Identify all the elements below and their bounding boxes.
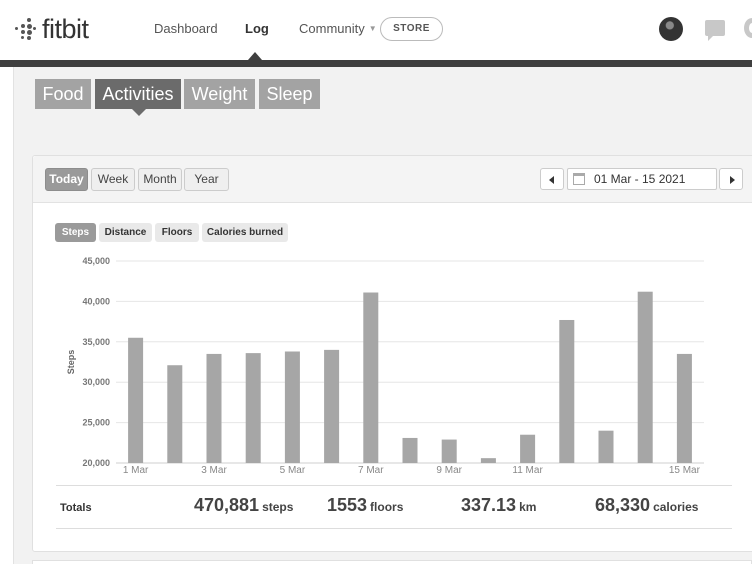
tab-food[interactable]: Food bbox=[35, 79, 91, 109]
bar bbox=[520, 434, 536, 463]
nav-dashboard[interactable]: Dashboard bbox=[154, 21, 218, 36]
y-tick-label: 20,000 bbox=[82, 458, 110, 468]
period-month-button[interactable]: Month bbox=[138, 168, 182, 191]
active-tab-indicator bbox=[131, 108, 147, 116]
x-tick-label: 15 Mar bbox=[669, 465, 701, 476]
chevron-right-icon bbox=[730, 176, 735, 184]
total-steps-value: 470,881 bbox=[194, 495, 260, 515]
bar bbox=[324, 349, 340, 463]
x-tick-label: 3 Mar bbox=[201, 465, 227, 476]
logo-text: fitbit bbox=[42, 13, 89, 44]
metric-calories-button[interactable]: Calories burned bbox=[202, 223, 288, 242]
metric-distance-button[interactable]: Distance bbox=[99, 223, 152, 242]
metric-steps-button[interactable]: Steps bbox=[55, 223, 96, 242]
totals-bottom-divider bbox=[56, 528, 732, 529]
total-calories: 68,330 calories bbox=[595, 495, 698, 516]
bar bbox=[598, 430, 614, 463]
chevron-down-icon: ▼ bbox=[368, 24, 377, 33]
tab-sleep[interactable]: Sleep bbox=[259, 79, 320, 109]
bar bbox=[402, 437, 418, 463]
x-tick-label: 11 Mar bbox=[512, 465, 543, 476]
total-distance: 337.13 km bbox=[461, 495, 536, 516]
nav-community[interactable]: Community ▼ bbox=[299, 21, 377, 36]
total-distance-unit: km bbox=[519, 500, 537, 514]
fitbit-logo[interactable]: fitbit bbox=[12, 14, 89, 44]
nav-community-label: Community bbox=[299, 21, 365, 36]
x-tick-label: 5 Mar bbox=[280, 465, 306, 476]
metric-floors-button[interactable]: Floors bbox=[155, 223, 199, 242]
top-navigation: fitbit Dashboard Log Community ▼ STORE bbox=[0, 0, 752, 60]
bar bbox=[637, 291, 653, 463]
bar bbox=[676, 353, 692, 463]
bar bbox=[167, 365, 183, 463]
total-steps-unit: steps bbox=[262, 500, 294, 514]
store-button[interactable]: STORE bbox=[380, 17, 443, 41]
total-steps: 470,881 steps bbox=[194, 495, 293, 516]
y-tick-label: 45,000 bbox=[82, 256, 110, 266]
total-calories-value: 68,330 bbox=[595, 495, 651, 515]
bar bbox=[284, 351, 300, 463]
nav-divider-bar bbox=[0, 60, 752, 67]
bar bbox=[128, 337, 144, 463]
x-tick-label: 1 Mar bbox=[123, 465, 149, 476]
next-card-edge bbox=[32, 560, 752, 564]
nav-log[interactable]: Log bbox=[245, 21, 269, 36]
next-range-button[interactable] bbox=[719, 168, 743, 190]
tab-activities[interactable]: Activities bbox=[95, 79, 181, 109]
previous-range-button[interactable] bbox=[540, 168, 564, 190]
gear-icon[interactable] bbox=[744, 18, 752, 38]
date-range-text: 01 Mar - 15 2021 bbox=[594, 172, 686, 186]
calendar-icon bbox=[573, 173, 585, 185]
period-week-button[interactable]: Week bbox=[91, 168, 135, 191]
left-panel-edge bbox=[0, 67, 14, 564]
chevron-left-icon bbox=[549, 176, 554, 184]
totals-label: Totals bbox=[60, 502, 92, 514]
bar bbox=[245, 353, 261, 463]
y-tick-label: 25,000 bbox=[82, 418, 110, 428]
bar bbox=[363, 292, 379, 463]
y-axis-label: Steps bbox=[66, 350, 76, 375]
totals-top-divider bbox=[56, 485, 732, 486]
total-floors-unit: floors bbox=[370, 500, 404, 514]
active-nav-indicator bbox=[248, 52, 262, 60]
avatar[interactable] bbox=[659, 17, 683, 41]
total-floors: 1553 floors bbox=[327, 495, 403, 516]
y-tick-label: 35,000 bbox=[82, 337, 110, 347]
y-tick-label: 30,000 bbox=[82, 377, 110, 387]
total-floors-value: 1553 bbox=[327, 495, 368, 515]
total-calories-unit: calories bbox=[653, 500, 699, 514]
total-distance-value: 337.13 bbox=[461, 495, 517, 515]
period-year-button[interactable]: Year bbox=[184, 168, 229, 191]
period-today-button[interactable]: Today bbox=[45, 168, 88, 191]
x-tick-label: 7 Mar bbox=[358, 465, 384, 476]
bar bbox=[206, 353, 222, 463]
bar bbox=[480, 458, 496, 463]
date-range-field[interactable]: 01 Mar - 15 2021 bbox=[567, 168, 717, 190]
bar bbox=[559, 319, 575, 463]
card-header: Today Week Month Year 01 Mar - 15 2021 bbox=[33, 156, 752, 203]
x-tick-label: 9 Mar bbox=[436, 465, 462, 476]
bar bbox=[441, 439, 457, 463]
y-tick-label: 40,000 bbox=[82, 296, 110, 306]
messages-icon[interactable] bbox=[705, 20, 725, 41]
fitbit-dots-icon bbox=[12, 17, 36, 41]
tab-weight[interactable]: Weight bbox=[184, 79, 255, 109]
